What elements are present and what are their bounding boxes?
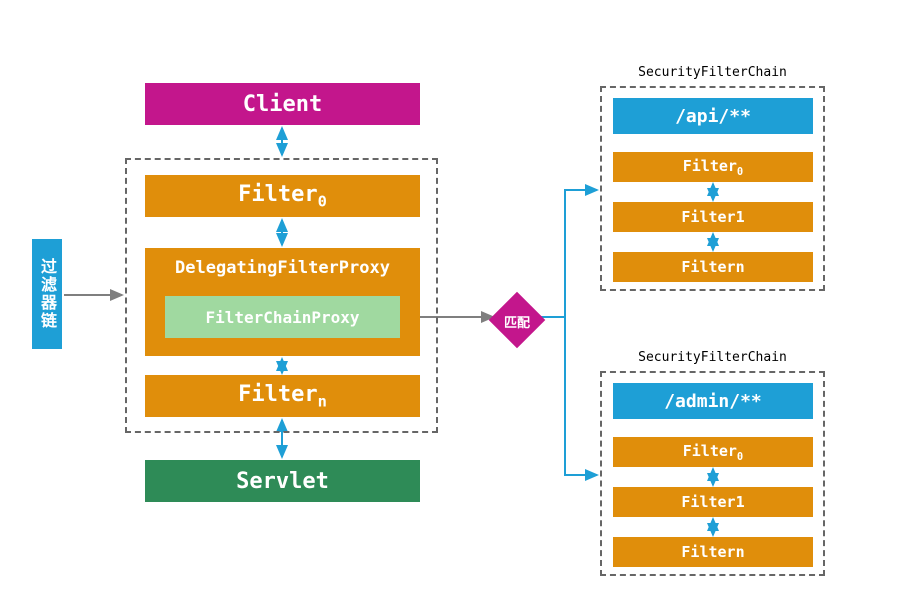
chain1-title: SecurityFilterChain [600, 65, 825, 80]
chain2-f1: Filter1 [613, 487, 813, 517]
chain2-pattern-label: /admin/** [664, 391, 762, 412]
servlet-label: Servlet [236, 469, 329, 494]
chainproxy-label: FilterChainProxy [205, 308, 359, 327]
servlet-box: Servlet [145, 460, 420, 502]
delegating-label: DelegatingFilterProxy [175, 258, 390, 278]
chainproxy-box: FilterChainProxy [165, 296, 400, 338]
chain1-f0: Filter0 [613, 152, 813, 182]
chain2-fn: Filtern [613, 537, 813, 567]
chain1-fn: Filtern [613, 252, 813, 282]
filtern-label: Filtern [238, 382, 327, 410]
filter0-box: Filter0 [145, 175, 420, 217]
chain2-f1-label: Filter1 [681, 493, 744, 511]
chain1-f0-label: Filter0 [683, 157, 744, 178]
chain2-f0: Filter0 [613, 437, 813, 467]
chain2-title: SecurityFilterChain [600, 350, 825, 365]
chain2-f0-label: Filter0 [683, 442, 744, 463]
sidebar-box: 过滤器链 [32, 239, 62, 349]
chain2-pattern: /admin/** [613, 383, 813, 419]
chain1-fn-label: Filtern [681, 258, 744, 276]
filter0-label: Filter0 [238, 182, 327, 210]
client-label: Client [243, 92, 322, 117]
chain1-pattern-label: /api/** [675, 106, 751, 127]
chain1-pattern: /api/** [613, 98, 813, 134]
sidebar-label: 过滤器链 [35, 258, 59, 330]
match-label: 匹配 [492, 312, 542, 331]
filtern-box: Filtern [145, 375, 420, 417]
chain2-fn-label: Filtern [681, 543, 744, 561]
chain1-f1-label: Filter1 [681, 208, 744, 226]
chain1-f1: Filter1 [613, 202, 813, 232]
client-box: Client [145, 83, 420, 125]
